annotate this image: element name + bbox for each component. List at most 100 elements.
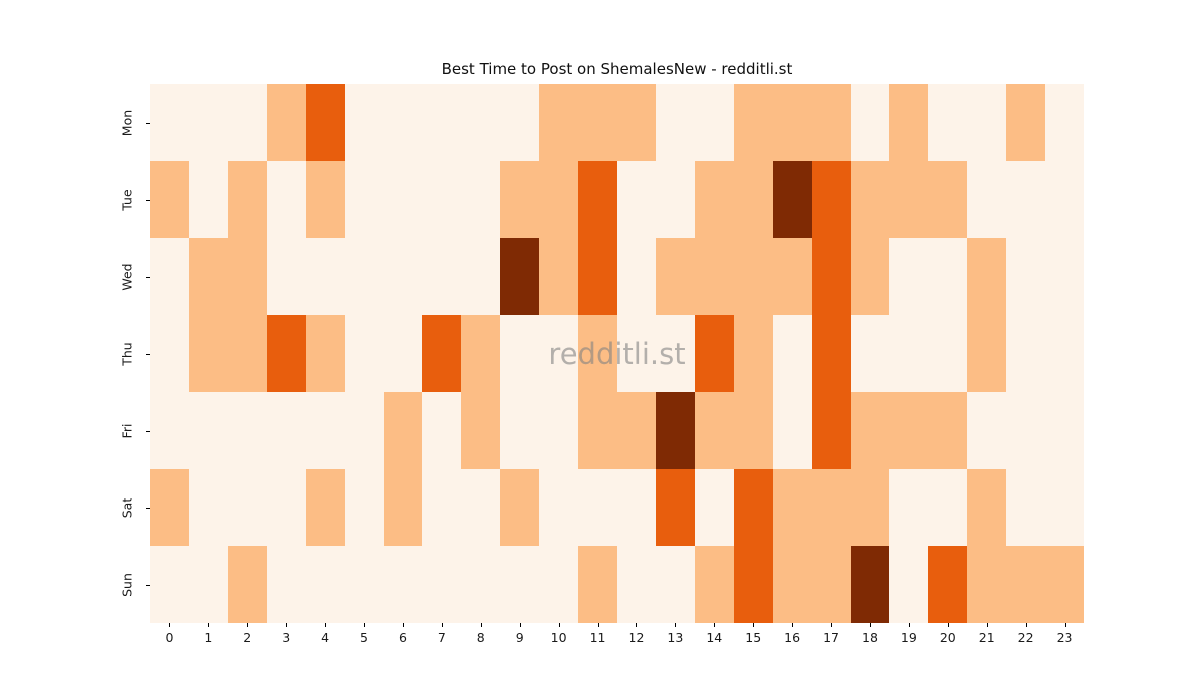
heatmap-cell-Mon-7 bbox=[422, 84, 462, 161]
x-tick-mark-2 bbox=[247, 623, 249, 627]
heatmap-cell-Fri-3 bbox=[266, 392, 306, 469]
x-tick-label-16: 16 bbox=[784, 630, 801, 645]
heatmap-cell-Thu-12 bbox=[617, 315, 656, 392]
heatmap-cell-Sun-15 bbox=[733, 546, 773, 623]
heatmap-cell-Mon-12 bbox=[617, 84, 656, 161]
heatmap-cell-Sat-20 bbox=[928, 469, 968, 546]
heatmap-cell-Sun-18 bbox=[850, 546, 890, 623]
heatmap-cell-Wed-13 bbox=[655, 238, 695, 315]
y-tick-mark-Sat bbox=[146, 507, 150, 509]
x-tick-mark-0 bbox=[169, 623, 171, 627]
x-tick-mark-14 bbox=[714, 623, 716, 627]
heatmap-cell-Sun-11 bbox=[578, 546, 617, 623]
x-tick-label-3: 3 bbox=[282, 630, 291, 645]
heatmap-cell-Tue-17 bbox=[811, 161, 851, 238]
heatmap-cell-Wed-22 bbox=[1006, 238, 1046, 315]
y-tick-label-Sat: Sat bbox=[119, 497, 135, 518]
heatmap-cell-Thu-15 bbox=[733, 315, 773, 392]
heatmap-cell-Wed-16 bbox=[772, 238, 812, 315]
heatmap-cell-Fri-1 bbox=[188, 392, 228, 469]
heatmap-cell-Sat-10 bbox=[539, 469, 579, 546]
heatmap-cell-Wed-20 bbox=[928, 238, 968, 315]
y-tick-mark-Sun bbox=[146, 584, 150, 586]
y-tick-mark-Fri bbox=[146, 430, 150, 432]
heatmap-cell-Fri-6 bbox=[383, 392, 423, 469]
x-tick-label-18: 18 bbox=[862, 630, 878, 645]
x-tick-mark-8 bbox=[480, 623, 482, 627]
heatmap-cell-Sun-7 bbox=[422, 546, 462, 623]
heatmap-cell-Tue-13 bbox=[655, 161, 695, 238]
heatmap-cell-Fri-18 bbox=[850, 392, 890, 469]
heatmap-cell-Tue-16 bbox=[772, 161, 812, 238]
heatmap-cell-Fri-4 bbox=[305, 392, 345, 469]
heatmap-cell-Wed-18 bbox=[850, 238, 890, 315]
x-tick-mark-7 bbox=[441, 623, 443, 627]
y-tick-label-Sun: Sun bbox=[119, 572, 135, 597]
heatmap-cell-Wed-23 bbox=[1045, 238, 1084, 315]
heatmap-cell-Tue-2 bbox=[227, 161, 267, 238]
heatmap-cell-Fri-14 bbox=[694, 392, 734, 469]
heatmap-cell-Tue-19 bbox=[889, 161, 929, 238]
heatmap-cell-Mon-20 bbox=[928, 84, 968, 161]
heatmap-cell-Sat-5 bbox=[344, 469, 384, 546]
heatmap-cell-Tue-23 bbox=[1045, 161, 1084, 238]
heatmap-cell-Sun-13 bbox=[655, 546, 695, 623]
x-tick-label-21: 21 bbox=[978, 630, 995, 645]
heatmap-cell-Tue-22 bbox=[1006, 161, 1046, 238]
heatmap-cell-Sat-22 bbox=[1006, 469, 1046, 546]
x-tick-label-2: 2 bbox=[243, 630, 252, 645]
x-tick-mark-1 bbox=[208, 623, 210, 627]
heatmap-cell-Wed-17 bbox=[811, 238, 851, 315]
x-tick-mark-17 bbox=[831, 623, 833, 627]
x-tick-mark-6 bbox=[402, 623, 404, 627]
heatmap-cell-Sat-16 bbox=[772, 469, 812, 546]
heatmap-cell-Fri-19 bbox=[889, 392, 929, 469]
heatmap-cell-Sun-10 bbox=[539, 546, 579, 623]
heatmap-cell-Sat-11 bbox=[578, 469, 617, 546]
heatmap-cell-Sat-15 bbox=[733, 469, 773, 546]
chart-title: Best Time to Post on ShemalesNew - reddi… bbox=[441, 60, 793, 78]
heatmap-cell-Tue-12 bbox=[617, 161, 656, 238]
heatmap-cell-Tue-10 bbox=[539, 161, 579, 238]
x-tick-label-14: 14 bbox=[706, 630, 723, 645]
heatmap-cell-Wed-9 bbox=[500, 238, 540, 315]
heatmap-cell-Sun-19 bbox=[889, 546, 929, 623]
y-tick-label-Mon: Mon bbox=[119, 109, 135, 136]
heatmap-cell-Fri-5 bbox=[344, 392, 384, 469]
heatmap-cell-Thu-13 bbox=[655, 315, 695, 392]
heatmap-cell-Sat-19 bbox=[889, 469, 929, 546]
heatmap-cell-Fri-16 bbox=[772, 392, 812, 469]
heatmap-cell-Mon-14 bbox=[694, 84, 734, 161]
heatmap-cell-Wed-8 bbox=[461, 238, 501, 315]
x-tick-label-9: 9 bbox=[515, 630, 524, 645]
heatmap-cell-Fri-8 bbox=[461, 392, 501, 469]
heatmap-cell-Tue-0 bbox=[150, 161, 189, 238]
heatmap-cell-Mon-22 bbox=[1006, 84, 1046, 161]
heatmap-cell-Tue-15 bbox=[733, 161, 773, 238]
heatmap-cell-Mon-3 bbox=[266, 84, 306, 161]
heatmap-cell-Thu-7 bbox=[422, 315, 462, 392]
x-tick-mark-23 bbox=[1064, 623, 1066, 627]
x-tick-mark-16 bbox=[792, 623, 794, 627]
heatmap-cell-Fri-22 bbox=[1006, 392, 1046, 469]
heatmap-cell-Mon-1 bbox=[188, 84, 228, 161]
heatmap-cell-Tue-1 bbox=[188, 161, 228, 238]
y-tick-label-Tue: Tue bbox=[119, 188, 135, 211]
heatmap-cell-Sat-1 bbox=[188, 469, 228, 546]
heatmap-cell-Mon-15 bbox=[733, 84, 773, 161]
x-tick-mark-3 bbox=[286, 623, 288, 627]
heatmap-cell-Mon-17 bbox=[811, 84, 851, 161]
x-tick-mark-19 bbox=[908, 623, 910, 627]
x-tick-label-12: 12 bbox=[628, 630, 645, 645]
heatmap-cell-Fri-21 bbox=[967, 392, 1007, 469]
x-tick-label-19: 19 bbox=[900, 630, 917, 645]
heatmap-cell-Mon-9 bbox=[500, 84, 540, 161]
heatmap-cell-Mon-8 bbox=[461, 84, 501, 161]
y-tick-label-Wed: Wed bbox=[119, 262, 135, 291]
heatmap-cell-Sun-2 bbox=[227, 546, 267, 623]
heatmap-cell-Thu-19 bbox=[889, 315, 929, 392]
y-tick-mark-Wed bbox=[146, 276, 150, 278]
heatmap-cell-Mon-16 bbox=[772, 84, 812, 161]
heatmap-cell-Tue-5 bbox=[344, 161, 384, 238]
heatmap-cell-Wed-5 bbox=[344, 238, 384, 315]
